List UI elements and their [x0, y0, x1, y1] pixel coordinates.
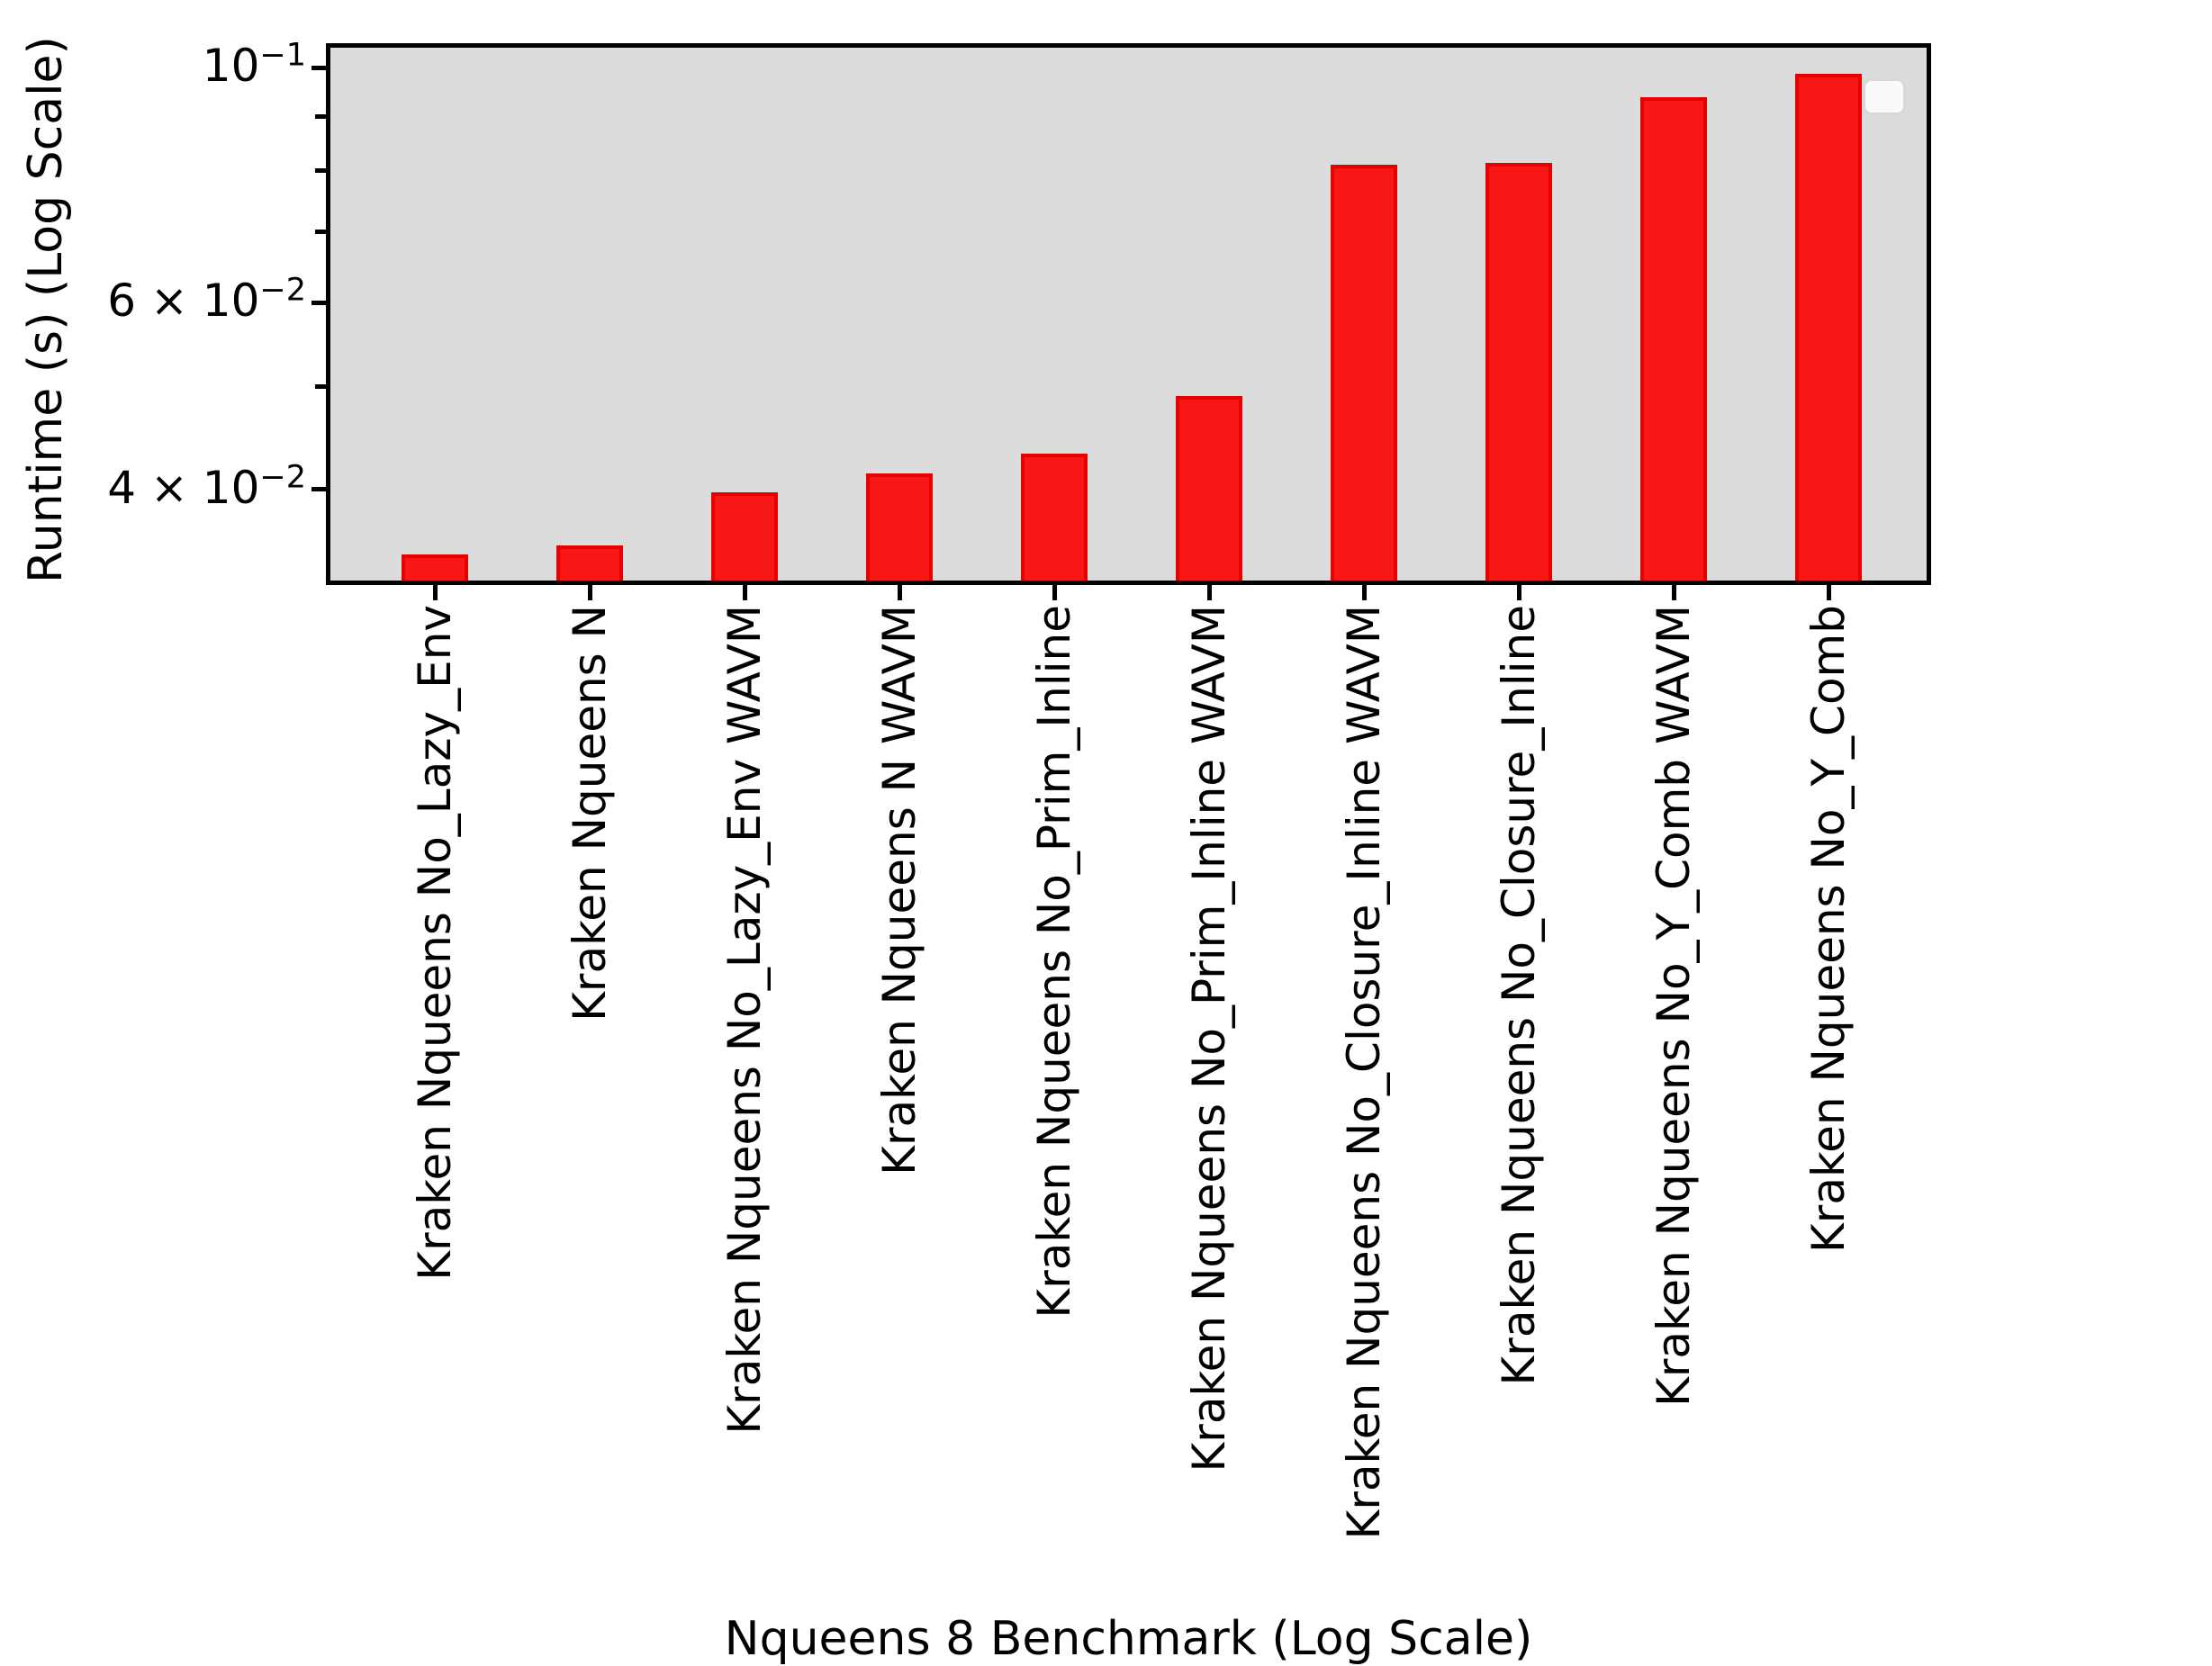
x-axis-title: Nqueens 8 Benchmark (Log Scale): [724, 1612, 1533, 1666]
bar-10: [1795, 73, 1862, 581]
plot-area: [326, 43, 1931, 585]
x-tick: [432, 585, 438, 600]
x-tick: [742, 585, 747, 600]
y-tick-label: 10−1: [202, 37, 306, 93]
x-tick: [1826, 585, 1831, 600]
y-major-tick: [311, 300, 326, 305]
x-tick-label: Kraken Nqueens No_Lazy_Env: [409, 605, 461, 1281]
bar-6: [1176, 395, 1242, 581]
x-tick-label: Kraken Nqueens No_Closure_Inline: [1493, 605, 1545, 1386]
y-major-tick: [311, 487, 326, 492]
x-tick-label: Kraken Nqueens N WAVM: [873, 605, 925, 1175]
y-tick-label: 6 × 10−2: [107, 272, 306, 328]
legend-box: [1863, 78, 1906, 115]
y-major-tick: [311, 65, 326, 70]
bar-3: [711, 492, 778, 581]
bar-9: [1640, 96, 1707, 581]
x-tick-label: Kraken Nqueens No_Y_Comb WAVM: [1648, 605, 1700, 1407]
bar-2: [556, 545, 623, 581]
y-minor-tick: [315, 113, 326, 119]
x-tick: [1052, 585, 1057, 600]
x-tick: [1206, 585, 1212, 600]
x-tick: [897, 585, 902, 600]
bar-7: [1331, 164, 1397, 581]
y-minor-tick: [315, 167, 326, 173]
x-tick: [1361, 585, 1367, 600]
y-tick-label: 4 × 10−2: [107, 458, 306, 514]
x-tick-label: Kraken Nqueens No_Y_Comb: [1802, 605, 1855, 1253]
x-tick-label: Kraken Nqueens No_Closure_Inline WAVM: [1338, 605, 1390, 1540]
y-axis-title: Runtime (s) (Log Scale): [19, 36, 73, 583]
x-tick-label: Kraken Nqueens No_Prim_Inline: [1028, 605, 1080, 1319]
x-tick-label: Kraken Nqueens N: [564, 605, 616, 1022]
x-tick: [587, 585, 592, 600]
bar-1: [402, 554, 468, 581]
bar-8: [1485, 162, 1552, 581]
x-tick-label: Kraken Nqueens No_Lazy_Env WAVM: [718, 605, 771, 1435]
x-tick: [1516, 585, 1521, 600]
bar-4: [866, 473, 933, 581]
x-tick-label: Kraken Nqueens No_Prim_Inline WAVM: [1183, 605, 1235, 1472]
x-tick: [1671, 585, 1676, 600]
y-minor-tick: [315, 230, 326, 235]
bar-5: [1021, 454, 1088, 581]
y-minor-tick: [315, 384, 326, 390]
